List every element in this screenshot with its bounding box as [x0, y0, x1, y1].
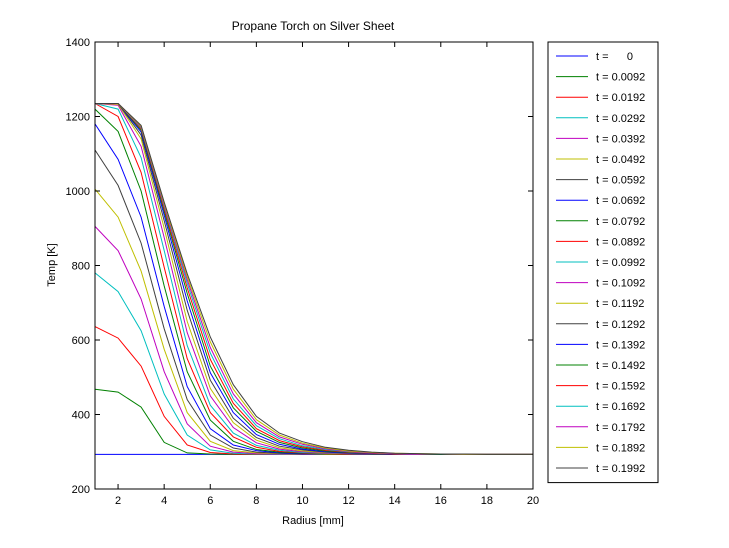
series-line: [94, 103, 533, 455]
legend-entry: t = 0.0492: [596, 154, 645, 166]
series-line: [95, 103, 533, 455]
x-tick-label: 14: [389, 495, 401, 507]
legend-entry: t = 0.0192: [596, 92, 645, 104]
legend-entry: t = 0.1492: [596, 360, 645, 372]
legend-entry: t = 0.1392: [596, 339, 645, 351]
legend-entry: t = 0.1592: [596, 381, 645, 393]
y-tick-label: 800: [72, 261, 90, 273]
x-tick-label: 2: [115, 495, 121, 507]
legend-entry: t = 0.0992: [596, 257, 645, 269]
series-line: [95, 103, 533, 455]
series-line: [95, 103, 533, 455]
axis-ticks: 2 4 6 8 10 12 14 16 18 20 200 400 600 800 1000 1200 1400: [66, 37, 540, 507]
legend-entry: t = 0.1092: [596, 278, 645, 290]
legend-entry: t = 0.1892: [596, 442, 645, 454]
series-line: [94, 226, 533, 455]
series-line: [94, 103, 533, 455]
x-tick-label: 8: [253, 495, 259, 507]
x-tick-label: 18: [481, 495, 493, 507]
series-line: [94, 326, 533, 455]
plot-lines: [94, 103, 533, 455]
series-line: [94, 123, 533, 455]
legend-entry: t = 0.1692: [596, 401, 645, 413]
x-tick-label: 6: [207, 495, 213, 507]
legend-entry: t = 0.0692: [596, 195, 645, 207]
legend-entry: t = 0.0392: [596, 133, 645, 145]
x-axis-label: Radius [mm]: [282, 515, 344, 527]
series-line: [94, 103, 533, 455]
legend-entry: t = 0.0792: [596, 216, 645, 228]
x-tick-label: 20: [527, 495, 539, 507]
x-tick-label: 12: [342, 495, 354, 507]
x-tick-label: 10: [296, 495, 308, 507]
y-tick-label: 1400: [66, 37, 90, 49]
x-tick-label: 4: [161, 495, 167, 507]
series-line: [95, 103, 533, 455]
y-tick-label: 1200: [66, 112, 90, 124]
plot-frame: [94, 41, 534, 490]
legend-entry: t = 0.1192: [596, 298, 644, 310]
legend-entry: t = 0: [596, 51, 633, 63]
legend-entry: t = 0.0592: [596, 175, 645, 187]
legend-entry: t = 0.0892: [596, 236, 645, 248]
series-line: [95, 103, 533, 455]
series-line: [94, 272, 533, 455]
y-tick-label: 200: [72, 484, 90, 496]
series-line: [95, 103, 533, 455]
series-line: [94, 188, 533, 455]
legend-entry: t = 0.1292: [596, 319, 645, 331]
chart-title: Propane Torch on Silver Sheet: [232, 19, 395, 33]
legend-entry: t = 0.1992: [596, 463, 645, 475]
y-tick-label: 600: [72, 335, 90, 347]
legend-entry: t = 0.1792: [596, 422, 645, 434]
legend-entry: t = 0.0292: [596, 113, 645, 125]
y-tick-label: 1000: [66, 186, 90, 198]
y-tick-label: 400: [72, 410, 90, 422]
legend-entry: t = 0.0092: [596, 72, 645, 84]
series-line: [94, 108, 533, 455]
y-axis-label: Temp [K]: [46, 243, 58, 286]
series-line: [94, 103, 533, 455]
legend: t = 0 t = 0.0092 t = 0.0192 t = 0.0292 t = 0…: [547, 41, 659, 484]
x-tick-label: 16: [435, 495, 447, 507]
series-line: [95, 103, 533, 455]
series-line: [95, 103, 533, 455]
